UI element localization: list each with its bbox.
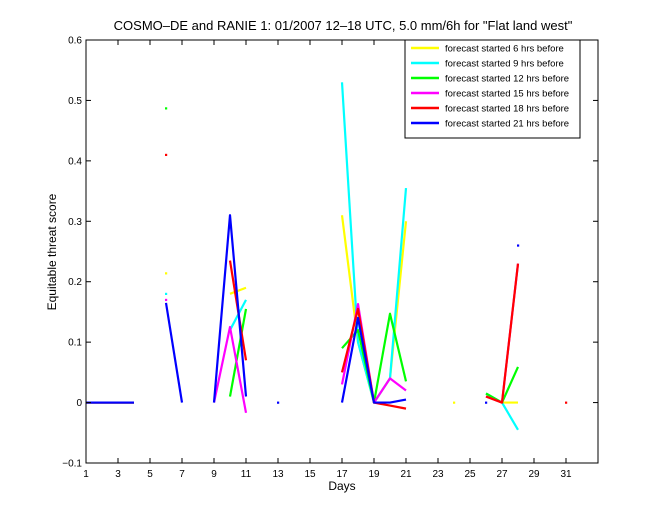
legend-label: forecast started 15 hrs before — [445, 89, 569, 100]
series-3 — [86, 107, 520, 404]
series-4 — [86, 263, 520, 414]
x-tick-label: 31 — [560, 469, 572, 480]
x-tick-label: 25 — [464, 469, 476, 480]
series-line — [212, 214, 248, 403]
x-tick-label: 15 — [304, 469, 316, 480]
y-tick-label: 0.3 — [68, 217, 82, 228]
x-tick-label: 9 — [211, 469, 217, 480]
series-1 — [86, 215, 518, 404]
y-tick-label: 0.4 — [68, 156, 82, 167]
x-axis: 1 3 5 7 9 11 13 15 17 19 21 23 25 27 29 31 — [83, 40, 572, 480]
series-5 — [86, 153, 568, 410]
data-point — [165, 107, 168, 110]
series-line — [340, 316, 407, 404]
x-tick-label: 21 — [400, 469, 412, 480]
data-point — [165, 298, 168, 302]
y-tick-label: 0.5 — [68, 96, 82, 107]
y-tick-label: 0 — [76, 398, 82, 409]
x-tick-label: 5 — [147, 469, 153, 480]
y-tick-label: 0.1 — [68, 338, 82, 349]
series-line — [212, 325, 248, 414]
series-layer — [86, 82, 568, 431]
data-point — [165, 272, 168, 275]
legend-label: forecast started 9 hrs before — [445, 59, 564, 70]
data-point — [165, 153, 168, 157]
y-axis-label: Equitable threat score — [45, 193, 59, 310]
series-6 — [86, 214, 520, 404]
x-tick-label: 27 — [496, 469, 508, 480]
series-line — [485, 263, 520, 404]
data-point — [277, 401, 280, 404]
x-tick-label: 17 — [336, 469, 348, 480]
y-tick-label: −0.1 — [62, 459, 82, 470]
legend-box — [404, 39, 581, 139]
x-tick-label: 29 — [528, 469, 540, 480]
series-line — [229, 286, 247, 295]
series-line — [341, 312, 408, 404]
data-point — [165, 292, 168, 295]
data-point — [485, 401, 488, 404]
series-line — [164, 302, 184, 403]
data-point — [453, 401, 456, 404]
x-tick-label: 19 — [368, 469, 380, 480]
y-tick-label: 0.6 — [68, 36, 82, 47]
legend-label: forecast started 18 hrs before — [445, 104, 569, 115]
y-axis: −0.1 0 0.1 0.2 0.3 0.4 0.5 0.6 — [62, 36, 598, 470]
x-tick-label: 13 — [272, 469, 284, 480]
x-tick-label: 7 — [179, 469, 185, 480]
series-line — [485, 263, 520, 404]
x-tick-label: 11 — [241, 469, 252, 480]
chart-title: COSMO–DE and RANIE 1: 01/2007 12–18 UTC,… — [114, 18, 573, 33]
legend-label: forecast started 21 hrs before — [445, 119, 569, 130]
series-line — [228, 308, 248, 397]
x-tick-label: 1 — [83, 469, 89, 480]
y-tick-label: 0.2 — [68, 277, 82, 288]
x-axis-label: Days — [328, 479, 355, 493]
data-point — [517, 244, 520, 247]
data-point — [565, 401, 568, 404]
x-tick-label: 23 — [432, 469, 444, 480]
legend-label: forecast started 12 hrs before — [445, 74, 569, 85]
legend-label: forecast started 6 hrs before — [445, 44, 564, 55]
legend: forecast started 6 hrs before forecast st… — [404, 39, 581, 139]
x-tick-label: 3 — [115, 469, 121, 480]
